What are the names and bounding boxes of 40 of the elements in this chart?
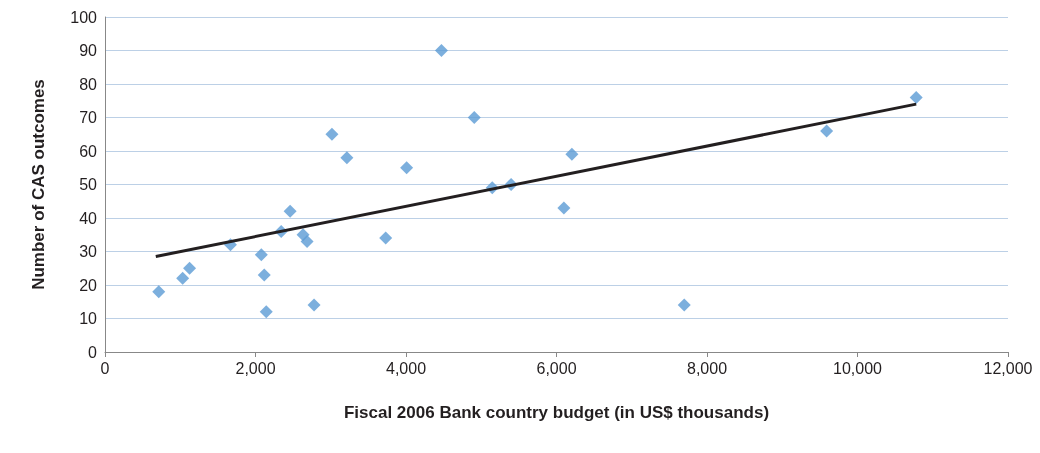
x-tick-label: 4,000: [385, 359, 427, 377]
point: [254, 248, 268, 262]
point: [400, 161, 414, 175]
y-axis-title: Number of CAS outcomes: [29, 79, 48, 290]
x-tick-label: 8,000: [686, 359, 728, 377]
x-axis-title: Fiscal 2006 Bank country budget (in US$ thousands): [343, 403, 770, 422]
x-tick-label: 6,000: [536, 359, 577, 377]
point: [820, 124, 834, 138]
point: [434, 44, 448, 57]
point: [183, 261, 197, 275]
point: [300, 234, 314, 248]
y-tick-label: 60: [79, 142, 98, 160]
y-tick-label: 80: [79, 75, 98, 93]
x-tick-label: 2,000: [235, 359, 276, 377]
point: [325, 127, 339, 141]
point: [257, 268, 271, 282]
y-tick-label: 20: [79, 276, 98, 294]
point: [557, 201, 571, 215]
point: [909, 90, 923, 104]
point: [307, 298, 321, 312]
point: [283, 204, 297, 218]
point: [152, 285, 166, 299]
point: [259, 305, 273, 319]
point: [176, 271, 190, 285]
y-tick-label: 100: [70, 8, 98, 26]
point: [565, 147, 579, 161]
y-tick-label: 70: [79, 109, 98, 126]
x-tick-label: 0: [100, 359, 110, 377]
y-tick-label: 40: [79, 209, 98, 227]
point: [340, 151, 354, 165]
x-tick-label: 10,000: [833, 359, 883, 377]
y-tick-label: 50: [79, 176, 98, 193]
y-tick-label: 30: [79, 243, 98, 260]
point: [677, 298, 691, 312]
point: [467, 111, 481, 124]
x-tick-label: 12,000: [983, 359, 1033, 377]
y-tick-label: 0: [88, 343, 98, 361]
point: [379, 231, 393, 245]
y-tick-label: 10: [79, 310, 98, 327]
y-tick-label: 90: [79, 42, 98, 59]
